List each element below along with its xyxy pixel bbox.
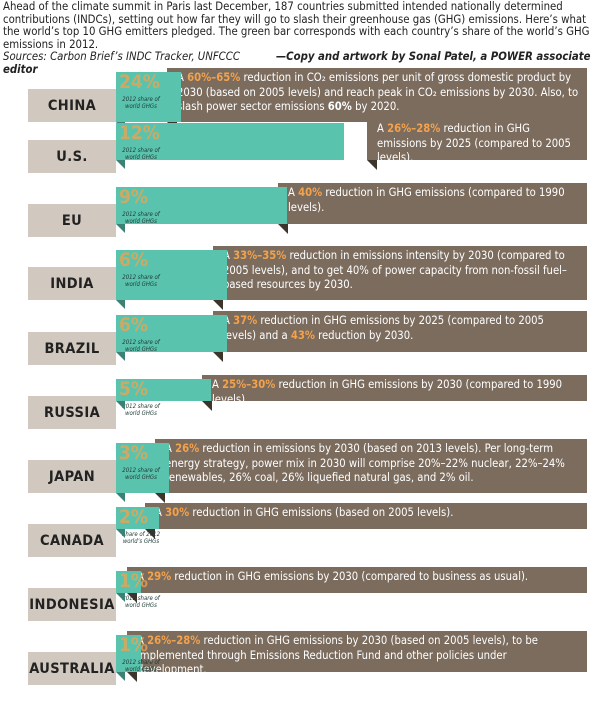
country-label: INDIA	[28, 267, 116, 300]
share-fold	[116, 300, 125, 309]
share-caption: 2012 share of world GHGs	[122, 96, 160, 110]
pledge-fold	[213, 300, 223, 310]
pledge-fold	[145, 529, 155, 539]
share-bar: 2% Share of 2012 world’s GHGs	[116, 506, 160, 545]
pledge-highlight: 40%	[298, 186, 323, 199]
pledge-box: A 40% reduction in GHG emissions (compar…	[278, 183, 587, 224]
pledge-fold	[155, 493, 165, 503]
pledge-highlight: 26%	[175, 442, 200, 455]
share-bar: 6% 2012 share of world GHGs	[116, 249, 227, 300]
pledge-box: A 26%–28% reduction in GHG emissions by …	[367, 119, 587, 164]
share-bar: 9% 2012 share of world GHGs	[116, 186, 287, 225]
pledge-fold	[367, 160, 377, 170]
pledge-highlight: 26%–28%	[147, 634, 201, 647]
share-caption: 2012 share of world GHGs	[122, 659, 160, 673]
pledge-bold: 60%	[327, 100, 352, 113]
share-caption: 2012 share of world GHGs	[122, 211, 160, 225]
pledge-highlight: 37%	[233, 314, 258, 327]
intro-block: Ahead of the climate summit in Paris las…	[3, 0, 595, 77]
pledge-highlight: 60%–65%	[187, 71, 241, 84]
pledge-box: A 25%–30% reduction in GHG emissions by …	[202, 375, 587, 406]
share-caption: 2012 share of world GHGs	[122, 339, 160, 353]
share-bar: 6% 2012 share of world GHGs	[116, 314, 227, 353]
share-caption: 2012 share of world GHGs	[122, 467, 160, 481]
country-label: AUSTRALIA	[28, 652, 116, 685]
share-fold	[116, 493, 125, 502]
country-label: CHINA	[28, 89, 116, 122]
share-bar: 1% 2012 share of world GHGs	[116, 570, 160, 609]
share-value: 6%	[119, 314, 149, 336]
pledge-fold	[278, 224, 288, 234]
share-fold	[116, 672, 125, 681]
pledge-box: A 26% reduction in emissions by 2030 (ba…	[155, 439, 587, 493]
pledge-highlight: 30%	[165, 506, 190, 519]
pledge-box: A 33%–35% reduction in emissions intensi…	[213, 246, 587, 300]
share-caption: 2012 share of world GHGs	[122, 147, 160, 161]
share-caption: 2012 share of world GHGs	[122, 403, 160, 417]
country-label: RUSSIA	[28, 396, 116, 429]
intro-footer: Sources: Carbon Brief’s INDC Tracker, UN…	[3, 51, 595, 76]
share-value: 5%	[119, 378, 149, 400]
share-value: 9%	[119, 186, 149, 208]
share-value: 6%	[119, 249, 149, 271]
share-bar: 24% 2012 share of world GHGs	[116, 71, 181, 122]
share-fold	[116, 593, 125, 602]
country-label: CANADA	[28, 524, 116, 557]
share-caption: 2012 share of world GHGs	[122, 274, 160, 288]
pledge-box: A 29% reduction in GHG emissions by 2030…	[127, 567, 587, 593]
credit-text: —Copy and artwork by Sonal Patel, a POWE…	[3, 50, 591, 76]
pledge-highlight: 29%	[147, 570, 172, 583]
share-fold	[116, 160, 125, 169]
country-label: BRAZIL	[28, 332, 116, 365]
pledge-fold	[213, 352, 223, 362]
country-label: EU	[28, 204, 116, 237]
pledge-fold	[127, 593, 137, 603]
share-bar: 3% 2012 share of world GHGs	[116, 442, 169, 493]
intro-text: Ahead of the climate summit in Paris las…	[3, 0, 590, 51]
country-label: JAPAN	[28, 460, 116, 493]
share-value: 12%	[119, 122, 160, 144]
pledge-box: A 60%–65% reduction in CO₂ emissions per…	[167, 68, 587, 122]
country-label: INDONESIA	[28, 588, 116, 621]
share-fold	[116, 224, 125, 233]
share-bar: 12% 2012 share of world GHGs	[116, 122, 344, 161]
share-bar: 5% 2012 share of world GHGs	[116, 378, 211, 417]
share-value: 3%	[119, 442, 149, 464]
pledge-highlight: 43%	[290, 328, 315, 342]
country-label: U.S.	[28, 140, 116, 173]
share-value: 24%	[119, 71, 160, 93]
share-fold	[116, 529, 125, 538]
pledge-highlight: 25%–30%	[222, 378, 276, 391]
pledge-box: A 26%–28% reduction in GHG emissions by …	[127, 631, 587, 676]
share-fold	[116, 352, 125, 361]
pledge-fold	[202, 401, 212, 411]
pledge-fold	[127, 672, 137, 682]
share-bar: 1% 2012 share of world GHGs	[116, 634, 160, 673]
share-fold	[116, 401, 125, 410]
share-value: 1%	[119, 570, 149, 592]
pledge-box: A 30% reduction in GHG emissions (based …	[145, 503, 587, 529]
share-value: 1%	[119, 634, 149, 656]
share-value: 2%	[119, 506, 149, 528]
pledge-highlight: 26%–28%	[387, 122, 441, 135]
pledge-box: A 37% reduction in GHG emissions by 2025…	[213, 311, 587, 352]
pledge-highlight: 33%–35%	[233, 249, 287, 262]
sources-text: Sources: Carbon Brief’s INDC Tracker, UN…	[3, 50, 240, 64]
share-caption: 2012 share of world GHGs	[122, 595, 160, 609]
share-caption: Share of 2012 world’s GHGs	[121, 531, 161, 545]
